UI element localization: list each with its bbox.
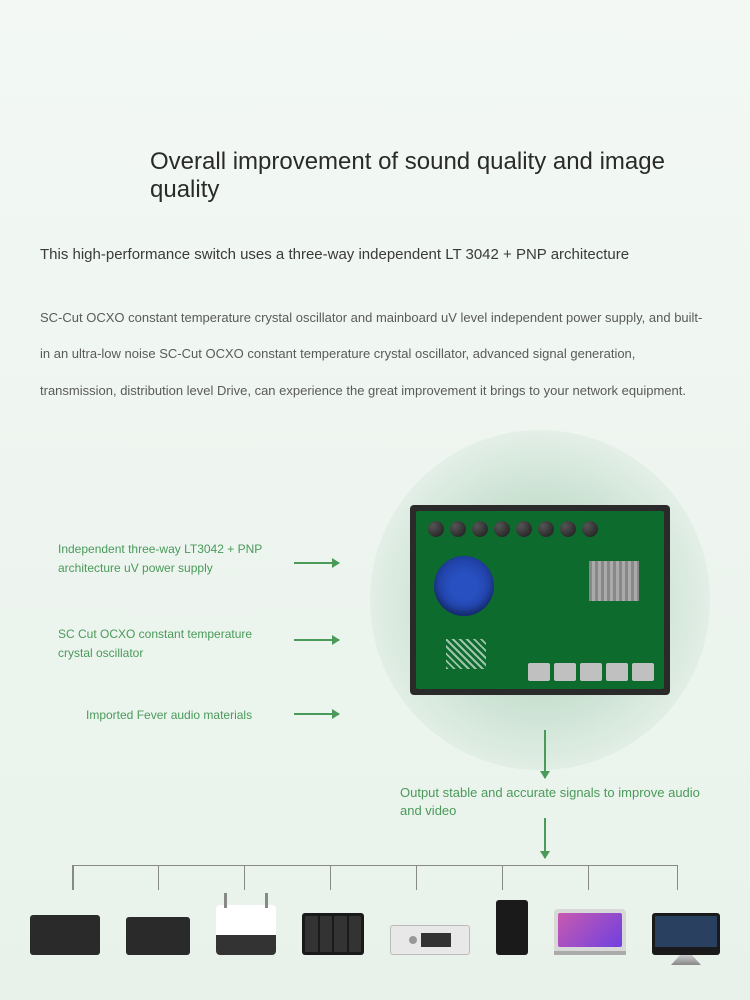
- device-laptop: [554, 909, 626, 955]
- feature-label-2: SC Cut OCXO constant temperature crystal…: [58, 625, 268, 663]
- feature-label-1: Independent three-way LT3042 + PNP archi…: [58, 540, 268, 578]
- arrow-feature-1: [294, 562, 339, 564]
- bracket-div: [244, 865, 245, 890]
- pcb-capacitors: [428, 521, 598, 537]
- pcb-circle-bg: [370, 430, 710, 770]
- device-tower: [496, 900, 528, 955]
- bracket-div: [502, 865, 503, 890]
- bracket-div: [588, 865, 589, 890]
- pcb-heatsink: [589, 561, 639, 601]
- arrow-down-top: [544, 730, 546, 778]
- device-nas: [302, 913, 364, 955]
- device-streamer: [390, 925, 470, 955]
- device-row: [30, 900, 720, 955]
- arrow-down-bottom: [544, 818, 546, 858]
- feature-label-3: Imported Fever audio materials: [86, 706, 252, 725]
- arrow-feature-2: [294, 639, 339, 641]
- subtitle: This high-performance switch uses a thre…: [40, 246, 710, 263]
- device-router: [216, 905, 276, 955]
- pcb-ethernet-ports: [528, 663, 654, 681]
- bracket-div: [330, 865, 331, 890]
- pcb-enclosure: [410, 505, 670, 695]
- device-media-box: [30, 915, 100, 955]
- arrow-feature-3: [294, 713, 339, 715]
- body-text: SC-Cut OCXO constant temperature crystal…: [40, 300, 710, 409]
- pcb-transformer: [434, 556, 494, 616]
- pcb-wires: [446, 639, 486, 669]
- device-mini-pc: [126, 917, 190, 955]
- pcb-board: [416, 511, 664, 689]
- device-imac: [652, 913, 720, 955]
- bracket-div: [158, 865, 159, 890]
- page-title: Overall improvement of sound quality and…: [150, 148, 740, 204]
- output-label: Output stable and accurate signals to im…: [400, 784, 700, 820]
- bracket-div: [416, 865, 417, 890]
